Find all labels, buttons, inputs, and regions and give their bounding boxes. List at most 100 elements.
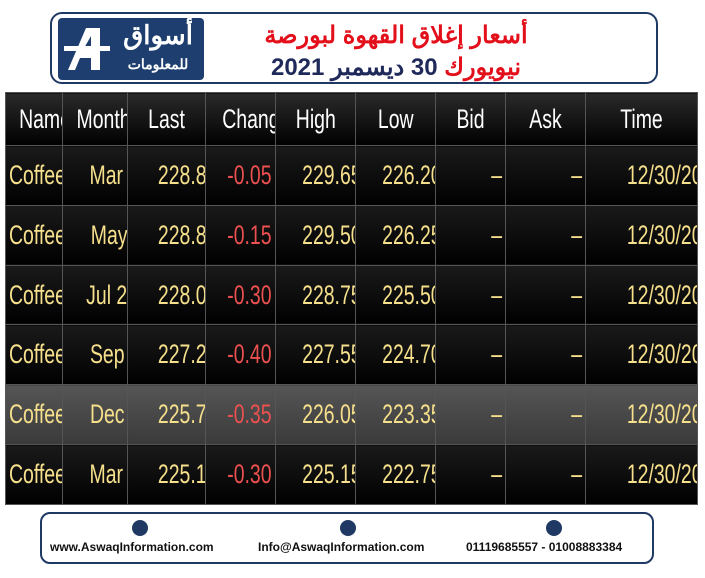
- cell-text: Ask: [529, 103, 562, 134]
- cell-text: Month: [76, 103, 128, 134]
- cell: 12/30/2021: [585, 384, 698, 446]
- cell-text: 12/30/2021: [626, 219, 697, 250]
- cell-text: -0.30: [227, 279, 272, 310]
- cell: –: [435, 204, 506, 266]
- cell: May 22: [62, 204, 128, 266]
- column-header: Change: [205, 92, 276, 146]
- cell: –: [505, 384, 586, 446]
- cell-text: 12/30/2021: [626, 279, 697, 310]
- cell-text: Coffee: [9, 339, 63, 370]
- cell-text: 228.80s: [157, 219, 206, 250]
- cell-text: –: [571, 279, 582, 310]
- cell: 223.35: [355, 384, 436, 446]
- cell-text: High: [295, 103, 336, 134]
- cell-text: Coffee: [9, 279, 63, 310]
- cell-text: –: [491, 399, 502, 430]
- cell-text: -0.30: [227, 459, 272, 490]
- cell-text: 223.35: [382, 399, 434, 430]
- cell: 12/30/2021: [585, 444, 698, 505]
- cell: -0.35: [205, 384, 276, 446]
- row: Coffee Mar 22 228.85s -0.05 229.65 226.20 – – 12…: [5, 145, 698, 206]
- footer: www.AswaqInformation.com Info@AswaqInfor…: [40, 512, 654, 564]
- price-table: Name Month Last Change High Low Bid Ask Time Coff…: [5, 92, 698, 505]
- cell-text: 228.85s: [157, 159, 206, 190]
- cell: Coffee: [5, 145, 63, 206]
- phone: 01119685557 - 01008883384: [466, 540, 623, 554]
- cell-text: Change: [222, 103, 274, 134]
- cell: –: [435, 145, 506, 206]
- email: Info@AswaqInformation.com: [258, 540, 425, 554]
- row: Coffee Jul 22 228.05s -0.30 228.75 225.50 – – 12…: [5, 264, 698, 326]
- column-header: Last: [127, 92, 206, 146]
- cell: 224.70: [355, 324, 436, 386]
- title-line: نيويورك 30 ديسمبر 2021: [236, 52, 556, 84]
- website: www.AswaqInformation.com: [50, 540, 214, 554]
- cell-text: 222.75: [382, 459, 434, 490]
- cell-text: 225.70s: [157, 399, 206, 430]
- cell: –: [505, 204, 586, 266]
- cell: –: [435, 324, 506, 386]
- cell: -0.05: [205, 145, 276, 206]
- column-header: Ask: [505, 92, 586, 146]
- row: Coffee Mar 23 225.10s -0.30 225.15 222.75 – – 12…: [5, 444, 698, 505]
- cell-text: –: [571, 159, 582, 190]
- cell-text: Bid: [456, 103, 485, 134]
- cell: –: [435, 444, 506, 505]
- cell-text: 229.65: [302, 159, 354, 190]
- cell-text: Low: [377, 103, 414, 134]
- cell-text: 225.50: [382, 279, 434, 310]
- cell-text: 227.20s: [157, 339, 206, 370]
- cell: –: [505, 264, 586, 326]
- cell: Mar 23: [62, 444, 128, 505]
- column-header: Low: [355, 92, 436, 146]
- cell-text: –: [491, 459, 502, 490]
- cell: 227.20s: [127, 324, 206, 386]
- cell: 12/30/2021: [585, 264, 698, 326]
- cell: 12/30/2021: [585, 145, 698, 206]
- row: Coffee Dec 22 225.70s -0.35 226.05 223.35 – – 12…: [5, 384, 698, 446]
- cell-text: 225.15: [302, 459, 354, 490]
- cell: –: [505, 324, 586, 386]
- cell-text: –: [491, 339, 502, 370]
- cell: -0.30: [205, 444, 276, 505]
- row: Coffee Sep 22 227.20s -0.40 227.55 224.70 – – 12…: [5, 324, 698, 386]
- cell: Mar 22: [62, 145, 128, 206]
- cell: –: [435, 384, 506, 446]
- title-line: أسعار إغلاق القهوة لبورصة: [264, 22, 528, 49]
- phone-icon: [546, 520, 562, 536]
- cell-text: 226.25: [382, 219, 434, 250]
- cell: Sep 22: [62, 324, 128, 386]
- cell: 222.75: [355, 444, 436, 505]
- cell: 226.05: [275, 384, 356, 446]
- column-header: Time: [585, 92, 698, 146]
- cell: 226.20: [355, 145, 436, 206]
- cell: –: [505, 444, 586, 505]
- logo-icon: [64, 28, 110, 70]
- cell: Coffee: [5, 444, 63, 505]
- logo-subtext: للمعلومات: [127, 56, 189, 72]
- cell: 226.25: [355, 204, 436, 266]
- cell-text: Dec 22: [89, 399, 127, 430]
- cell: 228.75: [275, 264, 356, 326]
- cell: 225.10s: [127, 444, 206, 505]
- cell-text: Coffee: [9, 159, 63, 190]
- cell-text: 225.10s: [157, 459, 206, 490]
- cell-text: -0.05: [227, 159, 272, 190]
- cell: 228.85s: [127, 145, 206, 206]
- column-header: Bid: [435, 92, 506, 146]
- cell-text: Mar 22: [89, 159, 127, 190]
- cell-text: -0.15: [227, 219, 272, 250]
- header-row: Name Month Last Change High Low Bid Ask Time: [5, 92, 698, 146]
- cell: 225.50: [355, 264, 436, 326]
- cell-text: Coffee: [9, 459, 63, 490]
- cell: 12/30/2021: [585, 204, 698, 266]
- header: أسواق للمعلومات أسعار إغلاق القهوة لبورص…: [50, 12, 658, 84]
- cell-text: –: [491, 219, 502, 250]
- cell-text: 226.20: [382, 159, 434, 190]
- cell: Coffee: [5, 384, 63, 446]
- cell: Coffee: [5, 264, 63, 326]
- cell-text: 227.55: [302, 339, 354, 370]
- cell-text: Coffee: [9, 399, 63, 430]
- cell-text: Time: [620, 103, 663, 134]
- cell-text: 228.05s: [157, 279, 206, 310]
